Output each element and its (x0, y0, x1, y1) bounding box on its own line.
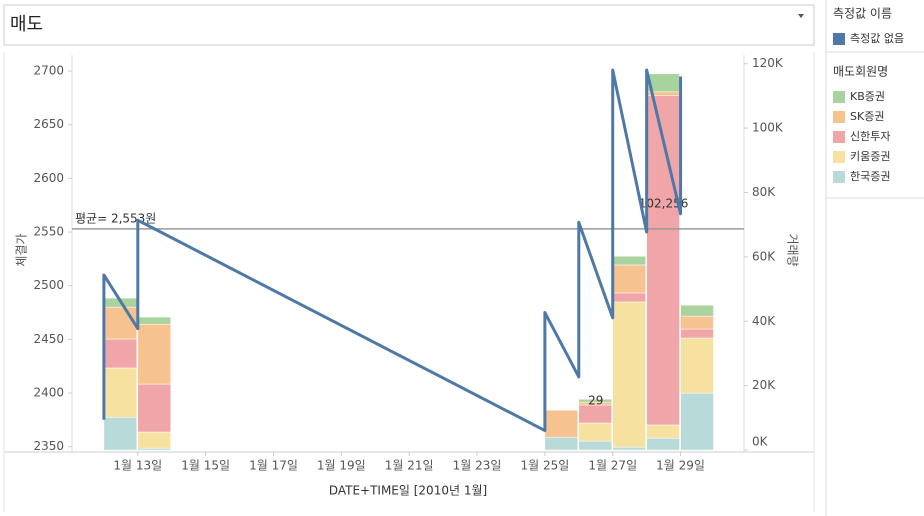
legend-swatch[interactable] (833, 131, 845, 143)
legend-label[interactable]: 측정값 없음 (850, 32, 904, 45)
legend-swatch[interactable] (833, 171, 845, 183)
x-tick-label: 1월 13일 (113, 459, 162, 473)
y2-tick-label: 20K (752, 378, 776, 392)
legend-swatch[interactable] (833, 151, 845, 163)
y2-tick-label: 80K (752, 185, 776, 199)
bar-segment (612, 292, 646, 303)
bar-segment (680, 328, 714, 339)
bar-segment (612, 446, 646, 451)
bar-segment (103, 367, 138, 418)
bar-segment (137, 431, 171, 449)
legend-label[interactable]: 한국증권 (850, 170, 890, 183)
y2-tick-label: 120K (752, 56, 784, 70)
x-tick-label: 1월 21일 (385, 459, 434, 473)
legend-label[interactable]: KB증권 (850, 90, 885, 103)
bar-segment (646, 437, 680, 451)
x-tick-label: 1월 27일 (588, 459, 637, 473)
legend-title: 매도회원명 (833, 65, 888, 79)
y2-tick-label: 0K (752, 435, 769, 449)
y2-tick-label: 40K (752, 314, 776, 328)
y-tick-label: 2400 (33, 385, 64, 399)
x-tick-label: 1월 19일 (317, 459, 366, 473)
bar-segment (680, 337, 714, 394)
bar-segment (103, 416, 138, 451)
legend-title: 측정값 이름 (833, 7, 892, 21)
filter-label: 매도 (10, 14, 43, 35)
bar-segment (680, 304, 714, 317)
bar-segment (103, 338, 138, 369)
y2-axis-title: 거래량 (786, 233, 800, 266)
y-tick-label: 2350 (33, 439, 64, 453)
legend-swatch[interactable] (833, 111, 845, 123)
bar-segment (578, 422, 612, 442)
y2-tick-label: 60K (752, 249, 776, 263)
bar-segment (544, 409, 579, 438)
bar-segment (646, 424, 680, 439)
legend-label[interactable]: 신한투자 (850, 130, 890, 143)
bar-segment (680, 392, 714, 451)
legend-panel (826, 0, 924, 516)
x-tick-label: 1월 29일 (656, 459, 705, 473)
filter-box[interactable] (3, 4, 815, 46)
y-tick-label: 2700 (33, 64, 64, 78)
bar-segment (137, 323, 171, 385)
annotation: 29 (588, 394, 603, 408)
x-tick-label: 1월 23일 (453, 459, 502, 473)
bar-segment (578, 440, 612, 451)
x-tick-label: 1월 17일 (249, 459, 298, 473)
y-tick-label: 2550 (33, 225, 64, 239)
legend-label[interactable]: 키움증권 (850, 150, 890, 163)
bar-segment (578, 398, 612, 403)
y2-tick-label: 100K (752, 121, 784, 135)
dropdown-arrow[interactable] (798, 14, 804, 18)
price-line (102, 68, 683, 433)
x-axis-title: DATE+TIME일 [2010년 1월] (329, 484, 487, 498)
reference-label: 평균= 2,553원 (75, 211, 156, 225)
y-tick-label: 2500 (33, 278, 64, 292)
x-tick-label: 1월 25일 (520, 459, 569, 473)
bar-segment (612, 264, 646, 294)
legend-label[interactable]: SK증권 (850, 110, 884, 123)
y-tick-label: 2600 (33, 171, 64, 185)
x-tick-label: 1월 15일 (181, 459, 230, 473)
bar-segment (646, 95, 680, 426)
y-tick-label: 2650 (33, 117, 64, 131)
bar-segment (137, 447, 171, 451)
bar-segment (612, 301, 646, 448)
bar-segment (137, 316, 171, 325)
bar-segment (680, 315, 714, 330)
legend-swatch[interactable] (833, 91, 845, 103)
y-axis-title: 체결가 (15, 233, 29, 266)
bar-segment (544, 436, 579, 451)
bar-segment (103, 306, 138, 340)
bar-segment (137, 383, 171, 433)
legend-swatch[interactable] (833, 33, 845, 45)
y-tick-label: 2450 (33, 332, 64, 346)
bar-segment (612, 255, 646, 266)
